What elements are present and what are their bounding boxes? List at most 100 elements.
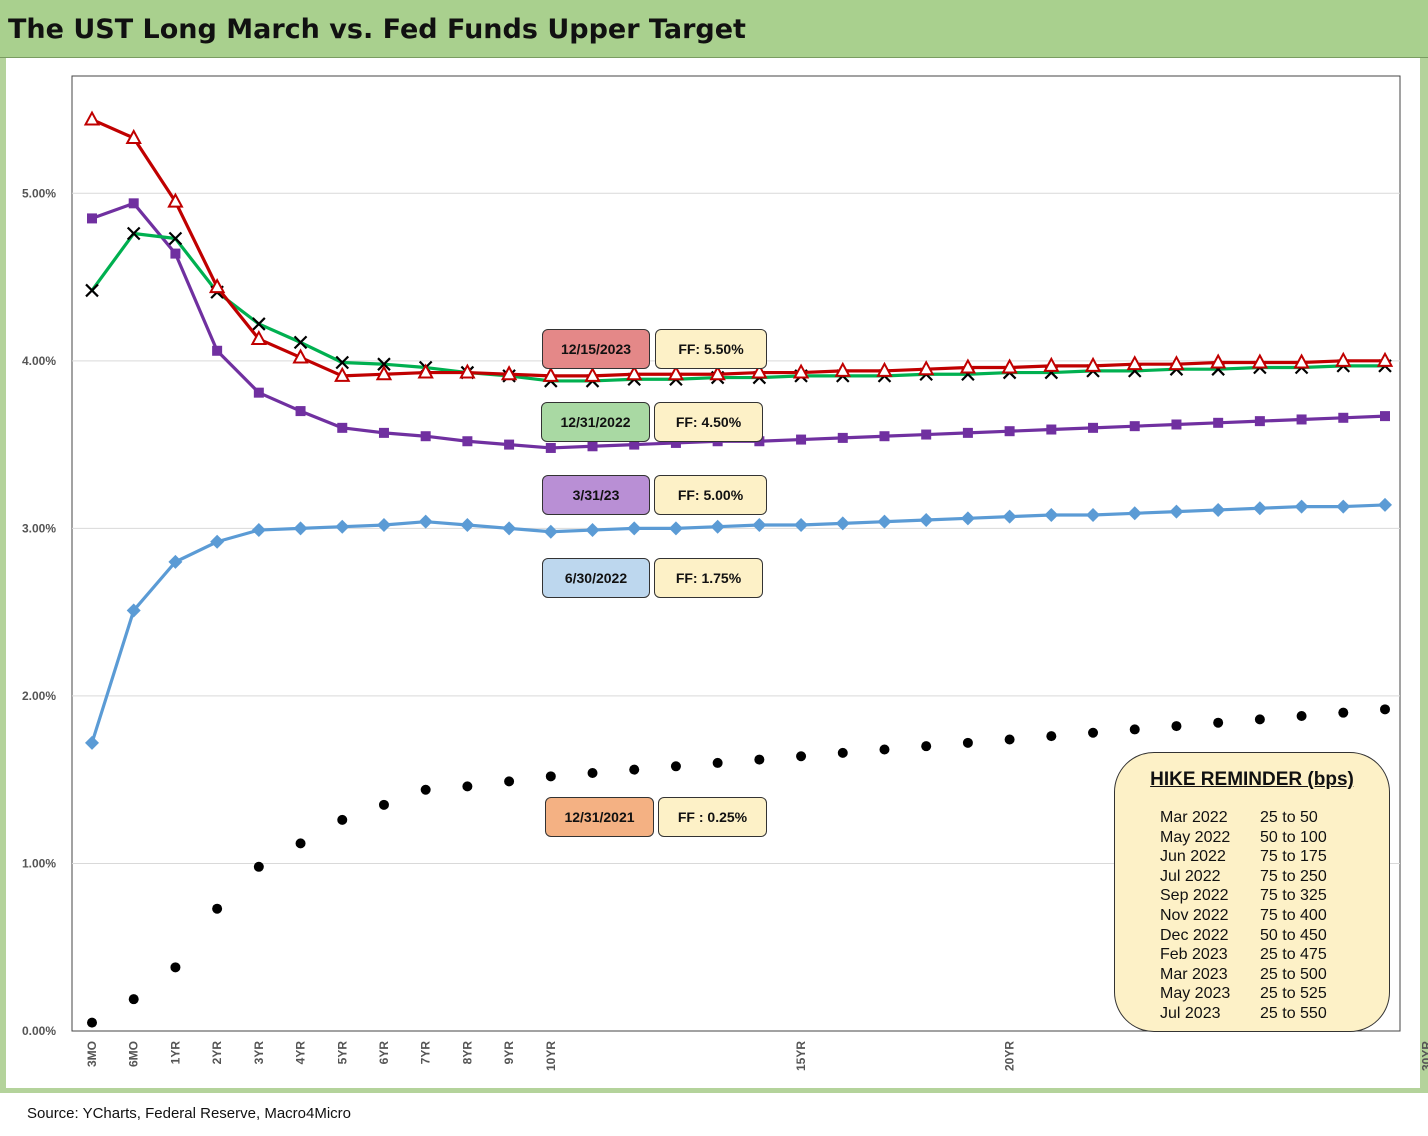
point-dec2023 [876,361,893,377]
point-jun2022 [627,521,642,536]
label-ff-dec2022: FF: 4.50% [654,402,763,442]
point-mar2023 [87,213,97,224]
point-dec2023 [1126,355,1143,371]
hike-row-month: Mar 2023 [1160,965,1228,983]
point-mar2023 [462,436,473,447]
hike-row-change: 25 to 475 [1260,946,1327,964]
point-dec2021 [1296,711,1307,722]
point-mar2023 [796,434,807,445]
point-dec2023 [1209,353,1227,369]
plot-border [71,75,1401,1032]
point-dec2021 [420,784,431,795]
point-dec2021 [212,903,223,914]
point-dec2021 [754,754,765,765]
label-date-dec2021: 12/31/2021 [545,797,654,837]
title-bar: The UST Long March vs. Fed Funds Upper T… [0,0,1428,58]
hike-row-change: 25 to 50 [1260,809,1318,826]
label-ff-jun2022: FF: 1.75% [654,558,763,598]
point-mar2023 [1380,411,1390,422]
point-dec2023 [542,366,559,382]
point-dec2023 [292,348,309,364]
y-tick-label: 2.00% [22,689,56,703]
point-dec2021 [87,1017,97,1028]
point-jun2022 [376,518,391,533]
hike-row-change: 50 to 100 [1260,828,1327,846]
hike-row-change: 75 to 325 [1260,887,1327,905]
point-jun2022 [585,523,600,538]
hike-row-change: 50 to 450 [1260,926,1327,944]
point-dec2021 [1254,714,1265,725]
x-tick-label: 15YR [794,1041,808,1071]
x-tick-label: 4YR [294,1041,308,1065]
label-ff-dec2023: FF: 5.50% [655,329,767,369]
point-mar2023 [295,406,306,417]
point-dec2023 [208,278,226,294]
point-dec2021 [837,747,848,758]
point-dec2021 [337,814,348,825]
x-tick-label: 5YR [335,1041,349,1065]
x-tick-label: 3MO [85,1041,99,1067]
label-ff-mar2023: FF: 5.00% [654,475,767,515]
point-mar2023 [1004,426,1015,437]
point-dec2021 [545,771,556,782]
hike-row-change: 25 to 550 [1260,1005,1327,1022]
point-jun2022 [460,518,475,533]
hike-row-change: 75 to 400 [1260,907,1327,924]
point-dec2023 [125,128,142,144]
hike-row-month: Mar 2022 [1160,809,1228,826]
point-dec2023 [375,365,393,381]
point-mar2023 [1088,422,1099,433]
point-dec2023 [667,365,685,381]
point-dec2021 [1380,704,1390,715]
point-mar2023 [1171,419,1182,430]
point-mar2023 [629,439,640,450]
point-dec2021 [1171,721,1182,732]
point-jun2022 [752,518,767,533]
point-mar2023 [1338,412,1349,423]
point-mar2023 [921,429,932,440]
point-mar2023 [837,432,848,443]
x-tick-label: 10YR [544,1041,558,1071]
point-dec2023 [626,365,643,381]
point-dec2021 [670,761,681,772]
point-dec2021 [1088,727,1099,738]
point-dec2023 [834,361,851,377]
series-line-jun2022 [90,503,1386,744]
point-jun2022 [1211,502,1226,517]
hike-reminder-title: HIKE REMINDER (bps) [1150,769,1354,790]
point-dec2021 [504,776,515,787]
point-dec2021 [1004,734,1015,745]
x-tick-label: 3YR [252,1041,266,1065]
point-dec2023 [334,366,351,382]
series-line-dec2023 [91,118,1385,378]
x-tick-label: 9YR [502,1041,516,1065]
point-jun2022 [877,514,892,529]
hike-row-change: 75 to 250 [1260,867,1327,885]
point-mar2023 [212,345,223,356]
point-jun2022 [543,524,558,539]
point-dec2022 [377,357,391,371]
point-dec2021 [921,741,932,752]
point-jun2022 [168,554,183,569]
point-jun2022 [85,735,99,750]
point-jun2022 [126,603,141,618]
hike-row-month: May 2023 [1160,985,1231,1003]
point-dec2021 [587,767,598,778]
point-dec2023 [167,192,184,208]
point-mar2023 [170,248,181,259]
point-dec2021 [1213,717,1224,728]
hike-row-month: Sep 2022 [1160,887,1229,905]
point-dec2023 [959,358,977,374]
point-mar2023 [1296,414,1307,425]
point-dec2023 [459,363,476,379]
x-tick-label: 20YR [1003,1041,1017,1071]
point-dec2023 [1335,351,1352,367]
y-tick-label: 5.00% [22,186,56,200]
point-dec2023 [1251,353,1269,369]
point-dec2021 [1046,731,1057,742]
point-dec2023 [1043,356,1060,372]
point-dec2023 [1001,358,1018,374]
point-dec2022 [293,335,308,350]
point-dec2023 [1293,353,1310,369]
point-mar2023 [420,431,431,442]
